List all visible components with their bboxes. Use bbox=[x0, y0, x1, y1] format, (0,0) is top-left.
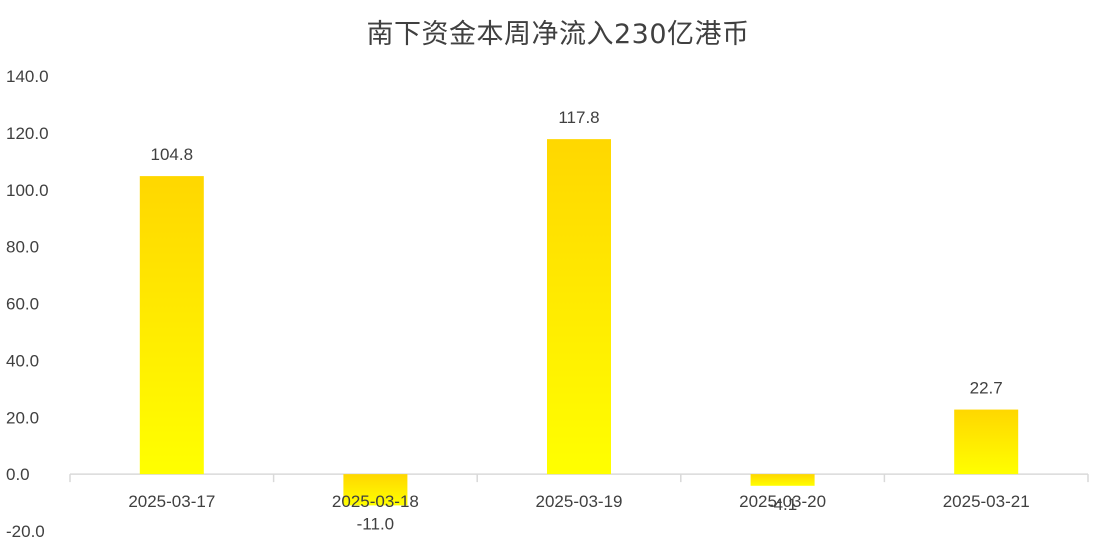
y-tick-label: 0.0 bbox=[6, 465, 30, 484]
x-tick-label: 2025-03-20 bbox=[739, 492, 826, 511]
bar bbox=[139, 176, 204, 475]
data-label: 117.8 bbox=[558, 108, 599, 127]
chart-title: 南下资金本周净流入230亿港币 bbox=[366, 19, 750, 50]
bar bbox=[343, 474, 408, 506]
x-tick-label: 2025-03-17 bbox=[128, 492, 215, 511]
bar bbox=[547, 139, 611, 475]
y-tick-label: 100.0 bbox=[6, 181, 49, 200]
data-label: 104.8 bbox=[151, 145, 194, 164]
y-tick-label: 80.0 bbox=[6, 238, 39, 257]
label-layer: 2025-03-17 2025-03-18 2025-03-19 2025-03-20… bbox=[128, 108, 1029, 533]
y-tick-label: 60.0 bbox=[6, 295, 39, 314]
bar bbox=[954, 409, 1019, 475]
data-label: -11.0 bbox=[357, 514, 395, 533]
bar bbox=[750, 474, 815, 486]
data-label: 22.7 bbox=[970, 379, 1003, 398]
x-tick-label: 2025-03-19 bbox=[536, 492, 623, 511]
y-tick-label: -20.0 bbox=[6, 522, 45, 541]
y-tick-label: 140.0 bbox=[6, 67, 49, 86]
x-tick-label: 2025-03-18 bbox=[332, 492, 419, 511]
axis-layer: -20.0 0.0 20.0 40.0 60.0 80.0 100.0 120.0 140.0 bbox=[6, 67, 1089, 541]
y-tick-label: 20.0 bbox=[6, 408, 39, 427]
data-label: -4.1 bbox=[768, 495, 797, 514]
bar-layer bbox=[139, 139, 1019, 506]
y-tick-label: 40.0 bbox=[6, 351, 39, 370]
y-tick-label: 120.0 bbox=[6, 124, 49, 143]
x-tick-label: 2025-03-21 bbox=[943, 492, 1030, 511]
